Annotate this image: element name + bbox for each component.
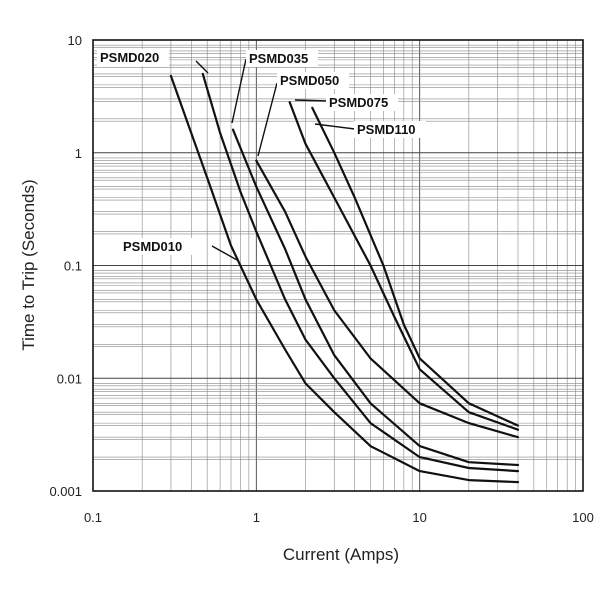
- leader-psmd050: [257, 82, 278, 157]
- x-tick-label: 1: [253, 510, 260, 525]
- series-line-psmd020: [201, 72, 520, 473]
- leader-psmd020: [195, 60, 209, 74]
- y-tick-label: 1: [75, 146, 82, 161]
- x-tick-label: 100: [572, 510, 594, 525]
- y-tick-label: 0.01: [57, 371, 82, 386]
- x-axis-title: Current (Amps): [283, 545, 399, 564]
- y-tick-label: 0.001: [49, 484, 82, 499]
- x-tick-label: 10: [412, 510, 426, 525]
- y-tick-labels: 0.001 0.01 0.1 1 10: [49, 33, 82, 499]
- series-line-psmd010: [169, 74, 520, 484]
- y-axis-title: Time to Trip (Seconds): [19, 179, 38, 350]
- label-psmd035: PSMD035: [249, 51, 308, 66]
- label-bg-psmd035: [246, 50, 318, 67]
- y-tick-label: 0.1: [64, 259, 82, 274]
- leader-psmd075: [294, 99, 328, 102]
- series-line-psmd075: [288, 101, 520, 431]
- curve-labels: PSMD020 PSMD035 PSMD050 PSMD075 PSMD110 PSMD0…: [97, 49, 426, 255]
- label-psmd020: PSMD020: [100, 50, 159, 65]
- curves: [169, 72, 520, 484]
- series-line-psmd110: [311, 106, 520, 427]
- label-psmd050: PSMD050: [280, 73, 339, 88]
- plot-frame: [92, 39, 584, 492]
- label-bg-psmd075: [326, 94, 398, 111]
- series-line-psmd035: [231, 128, 520, 467]
- label-bg-psmd110: [354, 121, 426, 138]
- leader-psmd035: [231, 58, 247, 124]
- label-bg-psmd010: [120, 238, 192, 255]
- leader-psmd110: [314, 123, 356, 130]
- y-tick-label: 10: [68, 33, 82, 48]
- label-psmd075: PSMD075: [329, 95, 388, 110]
- label-bg-psmd050: [277, 72, 349, 89]
- label-psmd010: PSMD010: [123, 239, 182, 254]
- label-leaders: [195, 58, 356, 261]
- x-tick-labels: 0.1 1 10 100: [84, 510, 594, 525]
- x-tick-label: 0.1: [84, 510, 102, 525]
- label-bg-psmd020: [97, 49, 169, 66]
- leader-psmd010: [211, 245, 238, 261]
- series-line-psmd050: [255, 159, 520, 439]
- label-psmd110: PSMD110: [357, 122, 416, 137]
